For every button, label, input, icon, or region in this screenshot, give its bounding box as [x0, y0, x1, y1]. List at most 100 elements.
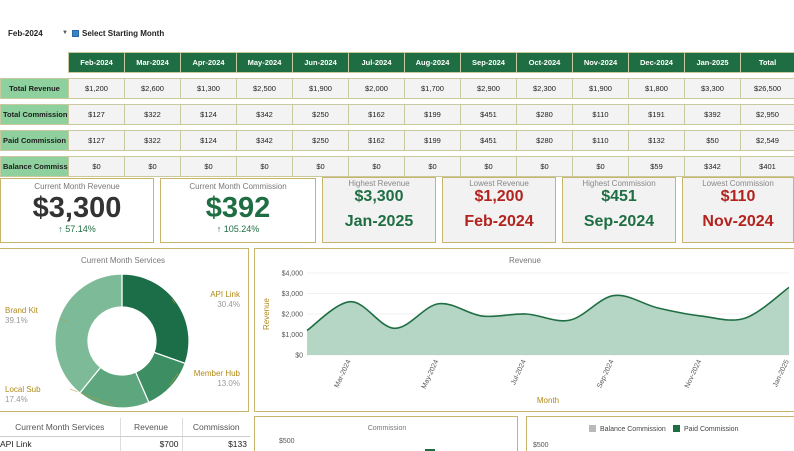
filter-bar: Feb-2024 ▼ Select Starting Month [0, 0, 794, 50]
revenue-area-fill [307, 287, 789, 355]
current-month-services-table: Current Month Services Revenue Commission … [0, 418, 250, 451]
month-dropdown-value: Feb-2024 [8, 28, 43, 38]
kpi-value: $392 [205, 192, 271, 224]
table-cell: $250 [292, 104, 349, 125]
table-body: Total Revenue $1,200 $2,600 $1,300 $2,500 $1,… [0, 72, 794, 177]
revenue-area-chart: Revenue $0 $1,000 $2,000 $3,000 $4,000 Mar-20… [262, 256, 791, 405]
donut-leader-line [171, 298, 176, 304]
kpi-month: Jan-2025 [344, 213, 414, 230]
table-cell: $2,600 [124, 78, 181, 99]
table-cell: $1,900 [292, 78, 349, 99]
kpi-current-month-revenue: Current Month Revenue $3,300 ↑ 57.14% [0, 178, 154, 243]
table-cell: $26,500 [740, 78, 794, 99]
area-ytick-label: $3,000 [282, 291, 304, 298]
table-cell: $0 [180, 156, 237, 177]
table-cell: $59 [628, 156, 685, 177]
services-cell-commission: $133 [181, 436, 250, 451]
table-cell: $2,000 [348, 78, 405, 99]
row-spacer [0, 72, 794, 79]
row-spacer-cell [0, 124, 794, 131]
column-header: Apr-2024 [180, 52, 237, 73]
row-spacer [0, 98, 794, 105]
kpi-title: Current Month Commission [189, 182, 287, 191]
select-label-text: Select Starting Month [82, 28, 165, 38]
area-xtick-label: May-2024 [421, 359, 441, 390]
kpi-month: Nov-2024 [702, 213, 774, 230]
calendar-icon [72, 29, 79, 37]
table-cell: $342 [684, 156, 741, 177]
table-cell: $110 [572, 130, 629, 151]
table-cell: $50 [684, 130, 741, 151]
revenue-area-panel: Revenue $0 $1,000 $2,000 $3,000 $4,000 Mar-20… [254, 248, 794, 412]
commission-ytick-label: $500 [279, 438, 295, 445]
kpi-change: ↑ 57.14% [1, 224, 153, 234]
legend-swatch [589, 425, 596, 432]
area-ytick-label: $2,000 [282, 312, 304, 319]
table-header-row: Feb-2024 Mar-2024 Apr-2024 May-2024 Jun-2024… [0, 52, 794, 73]
kpi-value: $3,300 [354, 188, 404, 205]
table-cell: $191 [628, 104, 685, 125]
kpi-value: $3,300 [32, 192, 122, 224]
kpi-change: ↑ 105.24% [161, 224, 315, 234]
table-cell: $2,549 [740, 130, 794, 151]
donut-slice-api-link [121, 273, 190, 365]
donut-slice-percent: 39.1% [5, 316, 28, 325]
row-spacer [0, 150, 794, 157]
table-cell: $2,950 [740, 104, 794, 125]
donut-slice-label: Local Sub [5, 385, 41, 394]
kpi-change-value: 105.24% [223, 224, 260, 234]
table-cell: $280 [516, 130, 573, 151]
row-spacer-cell [0, 72, 794, 79]
table-cell: $392 [684, 104, 741, 125]
revenue-line [306, 286, 790, 332]
column-header: Jun-2024 [292, 52, 349, 73]
kpi-value: $451 [601, 188, 637, 205]
commission-breakdown-panel: Balance Commission Paid Commission $500 [526, 416, 794, 451]
table-cell: $124 [180, 104, 237, 125]
table-cell: $127 [68, 104, 125, 125]
commission-chart-panel: Commission $500 [254, 416, 518, 451]
commission-breakdown-chart: Balance Commission Paid Commission $500 [533, 425, 739, 449]
table-cell: $132 [628, 130, 685, 151]
area-xtick-label: Mar-2024 [334, 359, 353, 389]
arrow-up-icon: ↑ [216, 224, 222, 234]
table-row: Total Revenue $1,200 $2,600 $1,300 $2,500 $1,… [0, 78, 794, 99]
services-row: API Link $700 $133 [0, 436, 250, 451]
area-ylabel: Revenue [262, 297, 271, 330]
table-cell: $451 [460, 130, 517, 151]
legend-label: Paid Commission [684, 426, 739, 433]
column-header: Feb-2024 [68, 52, 125, 73]
table-row: Balance Commission$0$0$0$0$0$0$0$0$0$0$5… [0, 156, 794, 177]
services-cell-name: API Link [0, 439, 32, 450]
table-cell: $1,300 [180, 78, 237, 99]
table-cell: $2,300 [516, 78, 573, 99]
donut-slice-label: Member Hub [194, 369, 241, 378]
column-header: Total [740, 52, 794, 73]
kpi-title: Highest Commission [582, 179, 656, 188]
column-header: Aug-2024 [404, 52, 461, 73]
column-header: Mar-2024 [124, 52, 181, 73]
table-cell: $0 [124, 156, 181, 177]
row-label: Total Revenue [0, 78, 69, 99]
column-header: May-2024 [236, 52, 293, 73]
kpi-title: Lowest Commission [702, 179, 774, 188]
area-ytick-label: $1,000 [282, 332, 304, 339]
table-cell: $1,700 [404, 78, 461, 99]
arrow-up-icon: ↑ [58, 224, 63, 234]
kpi-highest-commission: Highest Commission $451 Sep-2024 [562, 177, 676, 243]
area-xtick-label: Jan-2025 [772, 359, 791, 389]
kpi-value: $1,200 [474, 188, 524, 205]
table-cell: $322 [124, 130, 181, 151]
table-cell: $1,900 [572, 78, 629, 99]
table-cell: $0 [348, 156, 405, 177]
table-cell: $127 [68, 130, 125, 151]
row-spacer-cell [0, 98, 794, 105]
area-xtick-label: Nov-2024 [684, 359, 703, 390]
chevron-down-icon: ▼ [62, 30, 68, 36]
table-cell: $250 [292, 130, 349, 151]
donut-leader-line [169, 372, 179, 386]
row-spacer-cell [0, 150, 794, 157]
area-title: Revenue [509, 256, 542, 265]
month-dropdown[interactable]: Feb-2024 ▼ [4, 26, 68, 40]
